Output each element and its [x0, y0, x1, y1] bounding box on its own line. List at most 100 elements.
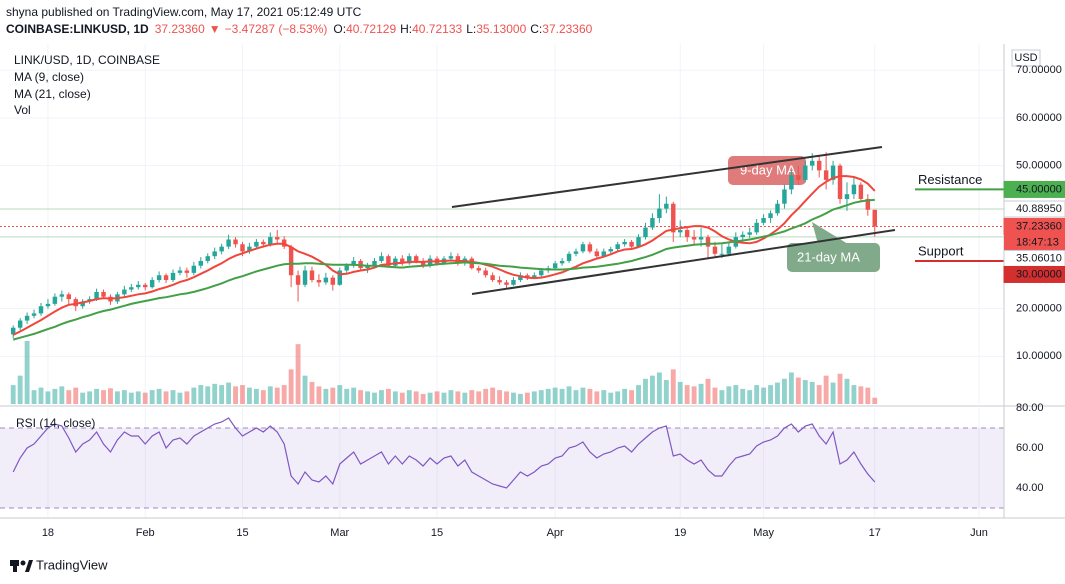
- volume-bar: [177, 392, 183, 404]
- volume-bar: [365, 391, 370, 404]
- volume-bar: [253, 388, 259, 404]
- candle-body: [851, 184, 857, 195]
- price-label-box: [1003, 265, 1065, 283]
- price-label-box: [1003, 200, 1065, 218]
- volume-bar: [281, 385, 287, 404]
- volume-bar: [441, 392, 447, 404]
- candle-body: [518, 275, 523, 281]
- candle-body: [490, 275, 495, 281]
- candle-body: [587, 244, 593, 252]
- volume-bar: [788, 372, 794, 404]
- y-tick-label: 60.00000: [1016, 112, 1062, 124]
- candle-body: [789, 175, 794, 190]
- volume-bar: [87, 391, 93, 404]
- candle-body: [170, 272, 176, 281]
- published: shyna published on TradingView.com, May …: [6, 5, 362, 19]
- volume-bar: [212, 383, 218, 404]
- legend-title: LINK/USD, 1D, COINBASE: [14, 53, 160, 67]
- candle-body: [622, 241, 627, 245]
- volume-bar: [247, 387, 252, 404]
- volume-bar: [733, 385, 739, 404]
- volume-bar: [698, 383, 704, 404]
- logo-part: [13, 566, 17, 572]
- volume-bar: [80, 392, 86, 404]
- volume-bar: [761, 387, 767, 404]
- candle-body: [344, 265, 349, 271]
- volume-bar: [448, 390, 454, 404]
- candle-body: [837, 165, 843, 199]
- candle-body: [17, 320, 23, 328]
- ohlc-value: 40.72133: [412, 22, 462, 36]
- candle-body: [38, 306, 44, 314]
- candle-body: [386, 256, 391, 266]
- volume-bar: [184, 391, 190, 404]
- rsi-line: [12, 417, 876, 489]
- volume-bar: [316, 386, 322, 404]
- ohlc-value: 35.13000: [476, 22, 526, 36]
- volume-bar: [323, 388, 329, 404]
- candle-body: [101, 291, 106, 297]
- volume-bar: [121, 390, 127, 404]
- candle-body: [872, 209, 877, 227]
- candle-body: [643, 227, 648, 238]
- volume-bar: [170, 390, 176, 404]
- price-label: 30.00000: [1016, 268, 1062, 280]
- candle-body: [275, 237, 280, 240]
- volume-bar: [38, 387, 44, 404]
- volume-bar: [684, 385, 690, 404]
- volume-bar: [108, 388, 113, 404]
- volume-bar: [462, 392, 468, 404]
- candle-body: [671, 203, 676, 233]
- candle-body: [532, 275, 537, 278]
- volume-bar: [566, 386, 572, 404]
- volume-bar: [851, 385, 857, 404]
- callout-box: [787, 243, 880, 272]
- candle-body: [219, 246, 224, 252]
- candle-body: [615, 244, 620, 250]
- candle-body: [636, 237, 641, 247]
- volume-bar: [670, 369, 676, 404]
- candle-body: [830, 165, 836, 180]
- callout-text: 21-day MA: [797, 249, 860, 264]
- volume-bar: [288, 369, 294, 404]
- volume-bar: [24, 341, 30, 404]
- rsi-band: [0, 428, 1004, 508]
- rsi-title: RSI (14, close): [16, 416, 95, 430]
- volume-bar: [837, 373, 843, 404]
- candle-body: [719, 253, 725, 255]
- ohlc-key: O:: [333, 22, 346, 36]
- candle-body: [323, 277, 329, 283]
- volume-bar: [149, 390, 155, 404]
- logo-part: [20, 560, 26, 566]
- volume-bar: [31, 390, 37, 404]
- x-tick-label: Apr: [547, 527, 564, 539]
- symbol-line: COINBASE:LINKUSD, 1D 37.23360 ▼ −3.47287 (−…: [6, 22, 593, 36]
- volume-bar: [712, 387, 718, 404]
- candle-body: [559, 260, 565, 264]
- candle-body: [594, 251, 600, 257]
- volume-bar: [205, 386, 211, 404]
- candle-body: [122, 289, 127, 295]
- volume-bar: [552, 387, 558, 404]
- candle-body: [796, 175, 801, 180]
- legend-entry: MA (9, close): [14, 70, 84, 84]
- level-label: Resistance: [918, 172, 982, 187]
- volume-bar: [240, 385, 245, 404]
- candle-body: [233, 239, 238, 245]
- candle-body: [747, 232, 752, 235]
- candle-body: [330, 277, 336, 285]
- candle-body: [66, 294, 72, 300]
- candle-body: [288, 246, 294, 276]
- volume-bar: [754, 385, 760, 404]
- candle-body: [73, 299, 78, 307]
- candle-body: [226, 239, 231, 247]
- volume-bar: [872, 397, 878, 404]
- legend-entry: Vol: [14, 103, 31, 117]
- volume-bar: [101, 390, 106, 404]
- volume-bar: [260, 390, 266, 404]
- volume-bar: [135, 391, 141, 404]
- volume-bar: [163, 391, 169, 404]
- candle-body: [10, 327, 16, 335]
- ohlc-key: L:: [466, 22, 476, 36]
- volume-bar: [476, 391, 482, 404]
